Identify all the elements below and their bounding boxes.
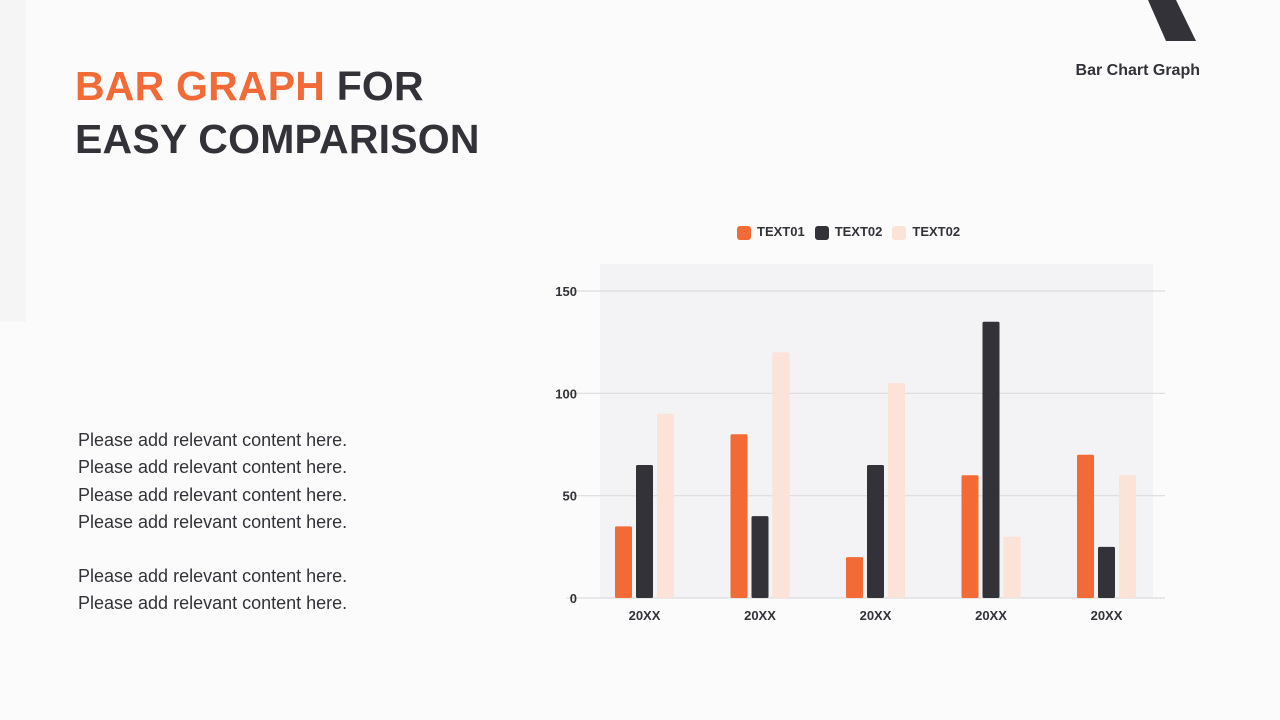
bar	[982, 321, 1000, 598]
title-line2: EASY COMPARISON	[75, 116, 480, 162]
bar	[730, 434, 748, 598]
bar	[772, 352, 790, 598]
body-text: Please add relevant content here. Please…	[78, 427, 347, 618]
body-line: Please add relevant content here.	[78, 511, 348, 532]
bar	[888, 383, 905, 598]
x-tick-label: 20XX	[975, 608, 1007, 623]
bar	[636, 464, 653, 598]
x-tick-label: 20XX	[744, 608, 776, 623]
x-tick-label: 20XX	[860, 608, 892, 623]
bar	[657, 413, 674, 598]
legend-label: TEXT01	[757, 223, 805, 239]
y-tick-label: 50	[563, 489, 577, 504]
bar	[615, 526, 632, 598]
y-tick-label: 0	[570, 591, 577, 606]
legend-label: TEXT02	[834, 223, 883, 239]
title-rest: FOR	[336, 63, 424, 109]
bar	[1003, 536, 1021, 598]
legend-item: TEXT01	[737, 222, 805, 240]
bar	[1098, 546, 1115, 598]
legend-item: TEXT02	[892, 222, 960, 240]
bar	[846, 557, 863, 598]
legend-label: TEXT02	[912, 223, 961, 239]
left-decorative-strip	[0, 0, 26, 322]
bar	[961, 475, 979, 598]
y-tick-label: 100	[555, 386, 577, 401]
corner-slash-decoration	[1148, 0, 1196, 41]
brand-label: Bar Chart Graph	[1075, 62, 1200, 79]
legend-swatch-light	[892, 226, 907, 240]
body-line: Please add relevant content here.	[78, 457, 348, 478]
chart-legend: TEXT01 TEXT02 TEXT02	[737, 222, 962, 240]
bar	[751, 516, 769, 598]
x-tick-label: 20XX	[629, 608, 661, 623]
y-tick-label: 150	[555, 284, 577, 299]
body-line: Please add relevant content here.	[78, 566, 348, 587]
body-line: Please add relevant content here.	[78, 484, 348, 505]
legend-item: TEXT02	[814, 222, 883, 240]
bar-chart: 0 50 100 150 20XX 20XX 20XX 20XX 20XX	[555, 264, 1165, 623]
body-line: Please add relevant content here.	[78, 593, 348, 614]
x-tick-label: 20XX	[1091, 608, 1123, 623]
legend-swatch-dark	[814, 226, 829, 240]
bar	[867, 464, 884, 598]
bar	[1077, 454, 1094, 598]
body-line: Please add relevant content here.	[78, 430, 348, 450]
legend-swatch-orange	[737, 226, 751, 240]
bar	[1119, 475, 1136, 598]
title-accent: BAR GRAPH	[75, 63, 326, 109]
page-title: BAR GRAPH FOR EASY COMPARISON	[75, 60, 480, 166]
